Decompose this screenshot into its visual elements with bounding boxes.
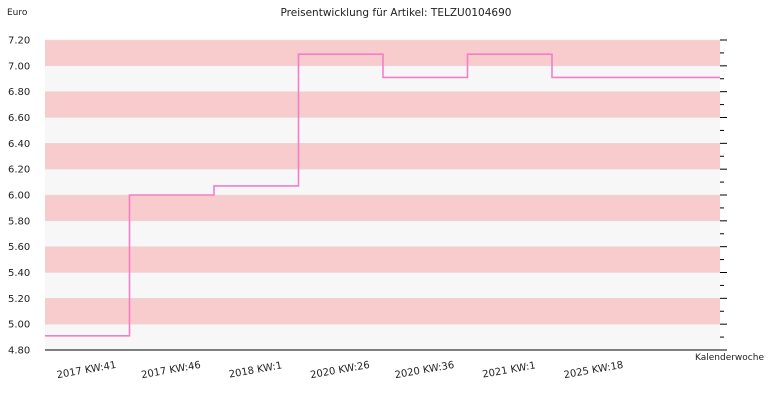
y-tick-label: 4.80	[8, 346, 30, 357]
chart-title: Preisentwicklung für Artikel: TELZU01046…	[281, 7, 512, 19]
x-tick-label: 2025 KW:18	[563, 360, 624, 381]
x-axis-title: Kalenderwoche	[695, 353, 764, 363]
grid-band	[45, 117, 720, 144]
y-tick-label: 5.00	[8, 320, 30, 331]
y-tick-label: 6.20	[8, 165, 30, 176]
y-tick-label: 5.60	[8, 242, 30, 253]
grid-band	[45, 246, 720, 273]
grid-band	[45, 220, 720, 247]
y-tick-label: 7.20	[8, 36, 30, 47]
x-tick-label: 2018 KW:1	[228, 360, 283, 380]
y-tick-label: 6.80	[8, 87, 30, 98]
x-tick-label: 2020 KW:26	[309, 360, 370, 381]
x-tick-label: 2017 KW:41	[56, 360, 117, 381]
y-tick-label: 6.00	[8, 191, 30, 202]
y-tick-label: 6.40	[8, 139, 30, 150]
grid-band	[45, 298, 720, 325]
y-tick-label: 5.20	[8, 294, 30, 305]
grid-band	[45, 143, 720, 170]
grid-band	[45, 272, 720, 299]
grid-band	[45, 195, 720, 221]
y-tick-label: 5.80	[8, 216, 30, 227]
grid-band	[45, 91, 720, 118]
right-tick-marks	[720, 39, 727, 351]
grid-band	[45, 169, 720, 195]
price-series-line	[45, 53, 720, 337]
y-tick-label: 5.40	[8, 268, 30, 279]
x-tick-labels: 2017 KW:41 2017 KW:46 2018 KW:1 2020 KW:26 2…	[56, 360, 624, 381]
x-tick-label: 2021 KW:1	[482, 360, 537, 380]
y-tick-label: 7.00	[8, 61, 30, 72]
y-tick-label: 6.60	[8, 113, 30, 124]
y-tick-labels: 4.80 5.00 5.20 5.40 5.60 5.80 6.00 6.20 6.40 6.60…	[8, 36, 30, 357]
grid-bands	[45, 39, 720, 351]
y-axis-title: Euro	[7, 8, 28, 18]
grid-band	[45, 324, 720, 350]
x-tick-label: 2020 KW:36	[394, 360, 455, 381]
x-tick-label: 2017 KW:46	[140, 360, 201, 381]
